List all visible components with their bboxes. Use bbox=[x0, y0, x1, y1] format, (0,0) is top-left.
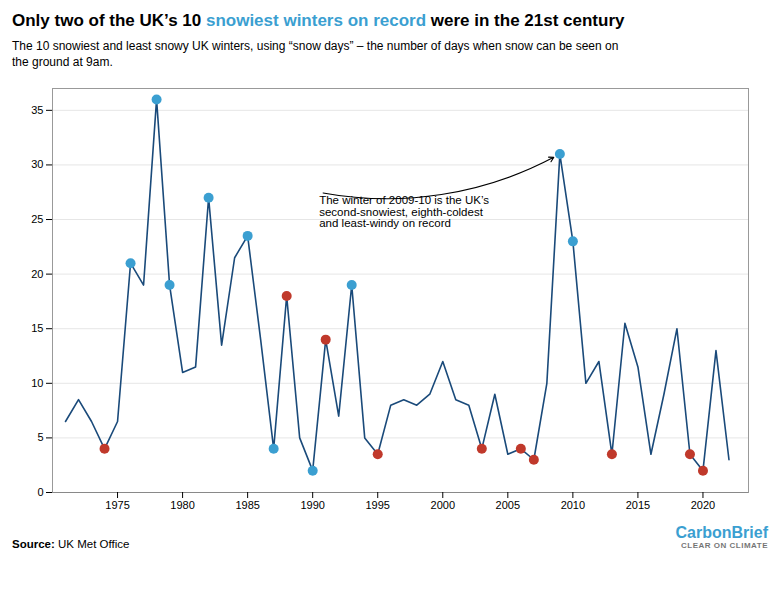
svg-text:2020: 2020 bbox=[691, 499, 715, 511]
svg-text:1990: 1990 bbox=[300, 499, 324, 511]
svg-text:1975: 1975 bbox=[105, 499, 129, 511]
html-text:Only two of the UK’s 10 snowie: Only two of the UK’s 10 snowiest winters… bbox=[12, 11, 625, 30]
svg-text:2000: 2000 bbox=[431, 499, 455, 511]
svg-text:0: 0 bbox=[37, 486, 43, 498]
html-text:CLEAR ON CLIMATE: CLEAR ON CLIMATE bbox=[681, 540, 768, 550]
svg-text:1980: 1980 bbox=[170, 499, 194, 511]
svg-text:15: 15 bbox=[31, 322, 43, 334]
svg-text:The winter of 2009-10 is the U: The winter of 2009-10 is the UK’ssecond-… bbox=[319, 194, 489, 229]
svg-text:2015: 2015 bbox=[626, 499, 650, 511]
svg-text:2010: 2010 bbox=[561, 499, 585, 511]
svg-text:20: 20 bbox=[31, 268, 43, 280]
html-text:CarbonBrief: CarbonBrief bbox=[675, 524, 768, 541]
html-text:Source: UK Met Office: Source: UK Met Office bbox=[12, 538, 130, 551]
svg-text:2005: 2005 bbox=[496, 499, 520, 511]
svg-text:30: 30 bbox=[31, 158, 43, 170]
html-text:The 10 snowiest and least snow: The 10 snowiest and least snowy UK winte… bbox=[12, 39, 619, 69]
svg-text:1995: 1995 bbox=[365, 499, 389, 511]
svg-text:10: 10 bbox=[31, 377, 43, 389]
svg-text:35: 35 bbox=[31, 104, 43, 116]
svg-text:25: 25 bbox=[31, 213, 43, 225]
svg-text:1985: 1985 bbox=[235, 499, 259, 511]
svg-text:5: 5 bbox=[37, 431, 43, 443]
